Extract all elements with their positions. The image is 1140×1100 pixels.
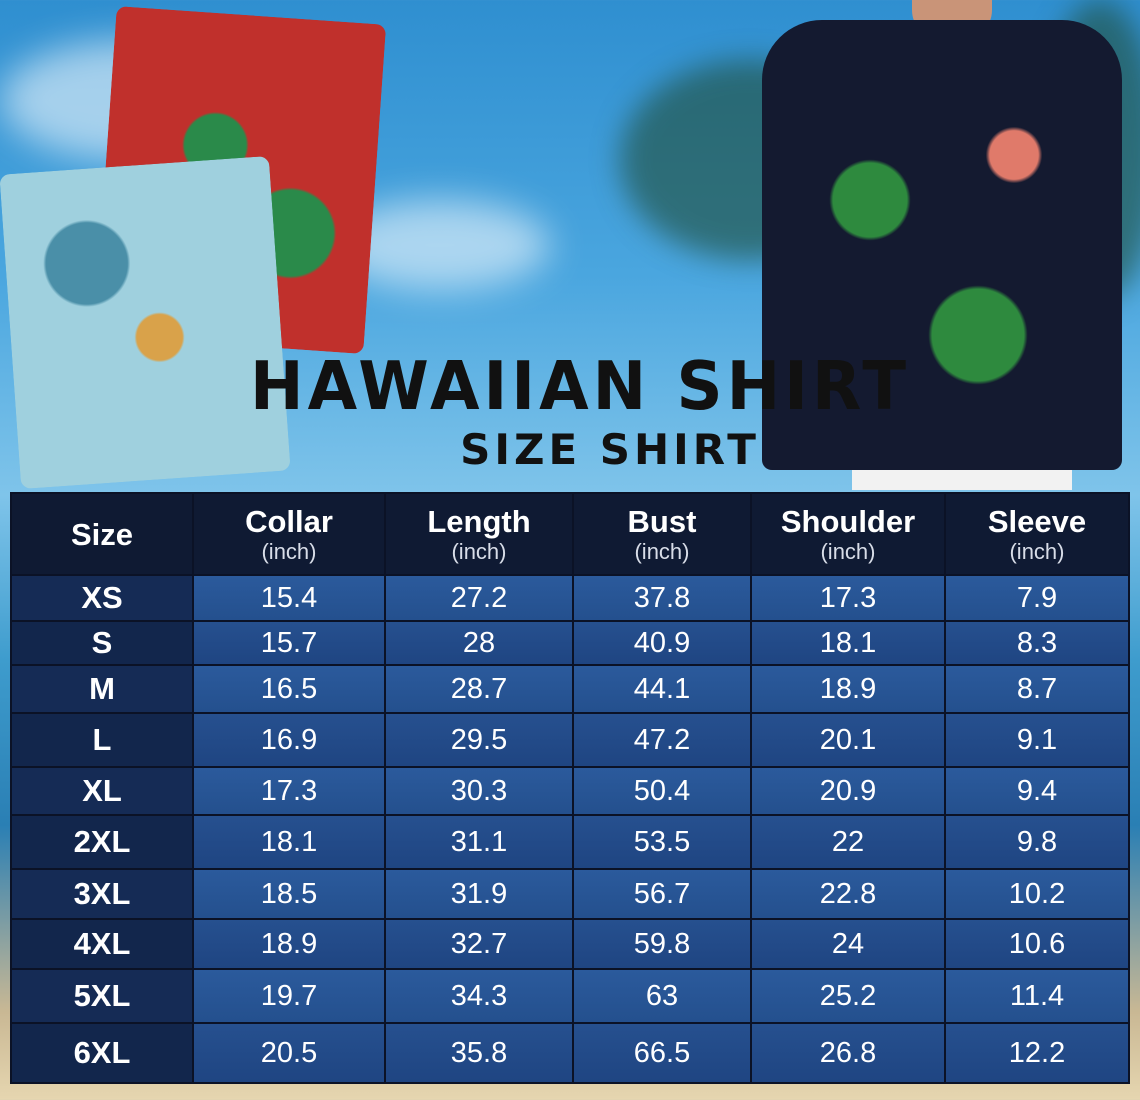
value-cell: 20.5: [194, 1024, 384, 1082]
column-header-bust: Bust (inch): [574, 494, 750, 574]
table-row: 4XL 18.9 32.7 59.8 24 10.6: [12, 920, 1128, 968]
value-cell: 32.7: [386, 920, 572, 968]
size-cell: 5XL: [12, 970, 192, 1022]
value-cell: 17.3: [752, 576, 944, 620]
value-cell: 12.2: [946, 1024, 1128, 1082]
value-cell: 56.7: [574, 870, 750, 918]
table-row: XL 17.3 30.3 50.4 20.9 9.4: [12, 768, 1128, 814]
header-label: Sleeve: [987, 503, 1087, 539]
header-label: Collar: [245, 503, 333, 539]
size-cell: L: [12, 714, 192, 766]
column-header-collar: Collar (inch): [194, 494, 384, 574]
value-cell: 40.9: [574, 622, 750, 664]
value-cell: 28.7: [386, 666, 572, 712]
header-unit: (inch): [261, 538, 317, 564]
value-cell: 63: [574, 970, 750, 1022]
value-cell: 9.4: [946, 768, 1128, 814]
model-wearing-flamingo-shirt-image: [752, 0, 1130, 490]
value-cell: 20.1: [752, 714, 944, 766]
column-header-size: Size: [12, 494, 192, 574]
value-cell: 8.3: [946, 622, 1128, 664]
value-cell: 18.9: [752, 666, 944, 712]
value-cell: 27.2: [386, 576, 572, 620]
value-cell: 31.9: [386, 870, 572, 918]
value-cell: 10.2: [946, 870, 1128, 918]
value-cell: 22: [752, 816, 944, 868]
size-cell: 2XL: [12, 816, 192, 868]
size-cell: 4XL: [12, 920, 192, 968]
value-cell: 28: [386, 622, 572, 664]
table-row: M 16.5 28.7 44.1 18.9 8.7: [12, 666, 1128, 712]
value-cell: 22.8: [752, 870, 944, 918]
value-cell: 18.5: [194, 870, 384, 918]
value-cell: 20.9: [752, 768, 944, 814]
value-cell: 11.4: [946, 970, 1128, 1022]
table-row: 2XL 18.1 31.1 53.5 22 9.8: [12, 816, 1128, 868]
value-cell: 24: [752, 920, 944, 968]
column-header-length: Length (inch): [386, 494, 572, 574]
main-title: HAWAIIAN SHIRT: [250, 348, 910, 426]
header-unit: (inch): [451, 538, 507, 564]
value-cell: 26.8: [752, 1024, 944, 1082]
value-cell: 66.5: [574, 1024, 750, 1082]
header-label: Bust: [627, 503, 697, 539]
size-cell: XS: [12, 576, 192, 620]
value-cell: 35.8: [386, 1024, 572, 1082]
size-cell: 3XL: [12, 870, 192, 918]
header-label: Shoulder: [780, 503, 916, 539]
value-cell: 7.9: [946, 576, 1128, 620]
header-unit: (inch): [820, 538, 876, 564]
value-cell: 15.4: [194, 576, 384, 620]
value-cell: 59.8: [574, 920, 750, 968]
value-cell: 8.7: [946, 666, 1128, 712]
table-row: 5XL 19.7 34.3 63 25.2 11.4: [12, 970, 1128, 1022]
table-row: L 16.9 29.5 47.2 20.1 9.1: [12, 714, 1128, 766]
header-label: Size: [70, 516, 134, 552]
value-cell: 25.2: [752, 970, 944, 1022]
table-row: S 15.7 28 40.9 18.1 8.3: [12, 622, 1128, 664]
value-cell: 47.2: [574, 714, 750, 766]
value-cell: 53.5: [574, 816, 750, 868]
value-cell: 15.7: [194, 622, 384, 664]
table-row: 6XL 20.5 35.8 66.5 26.8 12.2: [12, 1024, 1128, 1082]
header-unit: (inch): [1009, 538, 1065, 564]
value-cell: 16.5: [194, 666, 384, 712]
column-header-shoulder: Shoulder (inch): [752, 494, 944, 574]
table-row: 3XL 18.5 31.9 56.7 22.8 10.2: [12, 870, 1128, 918]
size-cell: XL: [12, 768, 192, 814]
header-label: Length: [427, 503, 531, 539]
value-cell: 44.1: [574, 666, 750, 712]
size-chart-table: Size Collar (inch) Length (inch) Bust (inch) Sh…: [10, 492, 1130, 1084]
value-cell: 10.6: [946, 920, 1128, 968]
value-cell: 19.7: [194, 970, 384, 1022]
header-unit: (inch): [634, 538, 690, 564]
size-cell: S: [12, 622, 192, 664]
value-cell: 29.5: [386, 714, 572, 766]
value-cell: 18.1: [194, 816, 384, 868]
value-cell: 18.9: [194, 920, 384, 968]
value-cell: 17.3: [194, 768, 384, 814]
value-cell: 37.8: [574, 576, 750, 620]
size-cell: M: [12, 666, 192, 712]
value-cell: 9.1: [946, 714, 1128, 766]
subtitle: SIZE SHIRT: [460, 425, 760, 474]
value-cell: 31.1: [386, 816, 572, 868]
size-cell: 6XL: [12, 1024, 192, 1082]
value-cell: 34.3: [386, 970, 572, 1022]
value-cell: 16.9: [194, 714, 384, 766]
table-row: XS 15.4 27.2 37.8 17.3 7.9: [12, 576, 1128, 620]
value-cell: 30.3: [386, 768, 572, 814]
value-cell: 18.1: [752, 622, 944, 664]
column-header-sleeve: Sleeve (inch): [946, 494, 1128, 574]
value-cell: 9.8: [946, 816, 1128, 868]
table-header-row: Size Collar (inch) Length (inch) Bust (inch) Sh…: [12, 494, 1128, 574]
value-cell: 50.4: [574, 768, 750, 814]
